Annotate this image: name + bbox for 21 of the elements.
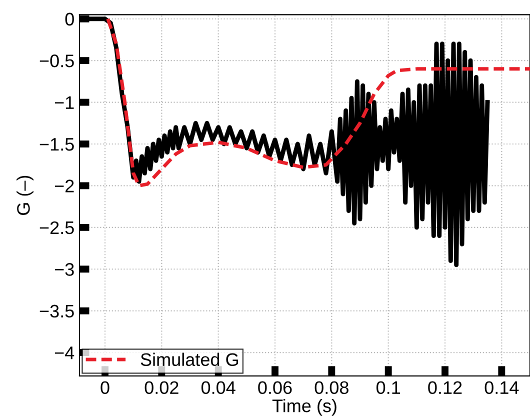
y-tick-label: −4 [54,346,74,360]
y-tick-label: 0 [65,12,74,26]
x-axis-title: Time (s) [272,398,336,416]
line-series [106,17,530,188]
legend-label: Simulated G [140,352,238,366]
x-tick-label: 0.02 [144,381,178,394]
y-tick-label: −2.5 [40,221,74,234]
x-tick-label: 0.1 [376,381,400,394]
x-tick-label: 0.06 [258,381,292,394]
y-tick-label: −1 [54,96,74,109]
y-tick-label: −3.5 [40,304,74,318]
x-tick-label: 0.08 [314,381,348,394]
y-axis-title: G (–) [16,176,34,215]
y-tick-label: −3 [54,263,74,276]
y-tick-label: −0.5 [40,54,74,68]
y-tick-label: −1.5 [40,138,74,151]
x-tick-label: 0 [100,381,110,394]
x-tick-label: 0.14 [484,381,519,394]
x-tick-label: 0.04 [201,381,236,394]
x-tick-label: 0.12 [428,381,462,394]
y-tick-label: −2 [54,180,74,192]
